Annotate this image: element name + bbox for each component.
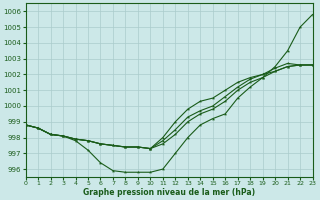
X-axis label: Graphe pression niveau de la mer (hPa): Graphe pression niveau de la mer (hPa)	[83, 188, 255, 197]
